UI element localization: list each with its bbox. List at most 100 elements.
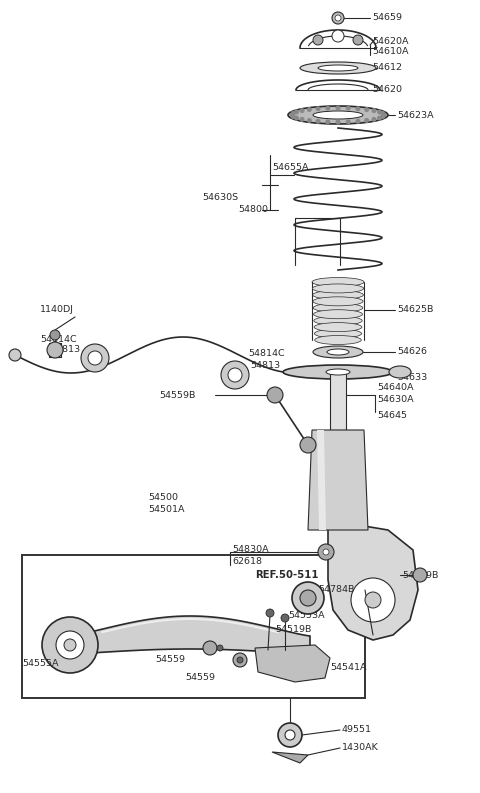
Text: 54559B: 54559B [160,390,196,400]
Circle shape [237,657,243,663]
Circle shape [380,114,385,119]
Text: 54620: 54620 [372,86,402,94]
Text: 54555A: 54555A [22,658,59,668]
Ellipse shape [283,365,393,379]
Text: 1140DJ: 1140DJ [40,305,74,315]
Circle shape [323,549,329,555]
Text: 54541A: 54541A [330,664,367,672]
Circle shape [382,113,386,117]
Text: 54640A: 54640A [377,384,413,393]
Ellipse shape [318,65,358,71]
Polygon shape [317,430,326,530]
Text: 54830A: 54830A [232,545,269,554]
Circle shape [203,641,217,655]
Circle shape [294,109,299,114]
Ellipse shape [288,106,388,124]
Circle shape [300,437,316,453]
Ellipse shape [313,111,363,119]
Circle shape [217,645,223,651]
Ellipse shape [88,351,102,365]
Circle shape [315,106,321,111]
Text: 54814C: 54814C [40,335,77,344]
Circle shape [42,617,98,673]
Circle shape [364,107,369,112]
Text: 54519B: 54519B [275,626,312,634]
Ellipse shape [81,344,109,372]
Circle shape [332,30,344,42]
Circle shape [332,12,344,24]
Ellipse shape [313,346,363,358]
Circle shape [335,15,341,21]
Text: 54625B: 54625B [397,305,433,315]
Circle shape [291,114,296,119]
Circle shape [300,590,316,606]
Circle shape [356,106,360,111]
Circle shape [56,631,84,659]
Circle shape [50,330,60,340]
Text: 1430AK: 1430AK [342,744,379,753]
Circle shape [318,544,334,560]
Bar [22,555,365,698]
Text: 54553A: 54553A [288,611,324,619]
Circle shape [281,614,289,622]
Circle shape [356,119,360,124]
Circle shape [346,105,351,111]
Polygon shape [328,520,418,640]
Circle shape [380,111,385,116]
Text: 54813: 54813 [50,346,80,354]
Circle shape [372,117,376,122]
Text: 54501A: 54501A [148,505,184,515]
Circle shape [353,35,363,45]
Circle shape [267,387,283,403]
Circle shape [300,117,304,122]
Circle shape [289,113,295,117]
Circle shape [233,653,247,667]
Polygon shape [330,372,346,430]
Text: 54800: 54800 [238,205,268,214]
Circle shape [278,723,302,747]
Text: 54559: 54559 [185,673,215,683]
Circle shape [336,105,340,110]
Text: REF.50-511: REF.50-511 [255,570,319,580]
Circle shape [365,592,381,608]
Text: 54659: 54659 [372,13,402,22]
Circle shape [9,349,21,361]
Ellipse shape [312,290,363,300]
Circle shape [351,578,395,622]
Ellipse shape [228,368,242,382]
Text: 54610A: 54610A [372,48,408,56]
Ellipse shape [313,310,362,319]
Ellipse shape [326,369,350,375]
Text: 54626: 54626 [397,347,427,357]
Ellipse shape [327,349,349,355]
Circle shape [377,109,382,114]
Polygon shape [272,752,308,763]
Text: 54814C: 54814C [248,348,285,358]
Text: 54612: 54612 [372,63,402,72]
Circle shape [266,609,274,617]
Circle shape [325,119,330,125]
Circle shape [294,116,299,121]
Circle shape [300,108,304,113]
Text: 54630A: 54630A [377,396,414,404]
Ellipse shape [221,361,249,389]
Ellipse shape [315,335,361,344]
Circle shape [413,568,427,582]
Polygon shape [70,616,310,654]
Ellipse shape [312,284,364,293]
Text: 54645: 54645 [377,411,407,419]
Ellipse shape [312,278,364,286]
Ellipse shape [314,329,361,338]
Text: 54630S: 54630S [202,193,238,201]
Circle shape [336,120,340,125]
Circle shape [372,108,376,113]
Text: 54633: 54633 [397,373,427,381]
Text: 62618: 62618 [232,557,262,565]
Ellipse shape [314,316,362,325]
Circle shape [364,118,369,123]
Circle shape [315,119,321,124]
Text: 54784B: 54784B [318,585,354,595]
Ellipse shape [389,366,411,378]
Text: 54500: 54500 [148,493,178,503]
Circle shape [292,582,324,614]
